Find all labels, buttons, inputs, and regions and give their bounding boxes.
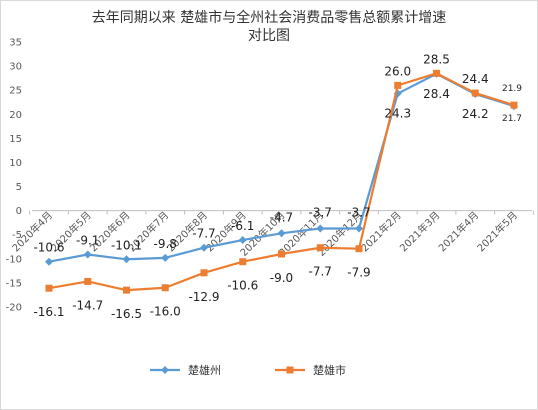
y-tick-label: -15 bbox=[6, 278, 22, 289]
data-label: 28.5 bbox=[423, 52, 450, 66]
legend-marker bbox=[161, 366, 169, 374]
data-point bbox=[316, 244, 324, 252]
x-tick-label: 2021年4月 bbox=[436, 209, 482, 255]
data-label: -9.1 bbox=[76, 233, 99, 247]
data-point bbox=[239, 258, 247, 266]
data-point bbox=[200, 243, 208, 252]
data-point bbox=[123, 286, 130, 294]
data-label: -10.6 bbox=[33, 241, 64, 255]
data-label: -16.0 bbox=[150, 305, 181, 319]
y-tick-label: 15 bbox=[9, 134, 22, 145]
data-label: 24.2 bbox=[462, 107, 489, 121]
data-label: -6.1 bbox=[231, 219, 254, 233]
data-point bbox=[355, 224, 363, 233]
data-point bbox=[45, 257, 53, 266]
y-tick-label: -10 bbox=[6, 254, 22, 265]
y-tick-label: 10 bbox=[9, 158, 22, 169]
data-label: -3.7 bbox=[347, 205, 370, 219]
data-point bbox=[394, 81, 402, 89]
data-point bbox=[84, 277, 92, 285]
data-label: -10.1 bbox=[111, 238, 142, 252]
data-label: -7.7 bbox=[192, 227, 215, 241]
y-tick-label: 25 bbox=[9, 86, 22, 97]
data-point bbox=[238, 236, 247, 245]
data-label: -14.7 bbox=[72, 298, 103, 312]
y-tick-label: -5 bbox=[12, 230, 22, 241]
legend-label: 楚雄州 bbox=[188, 363, 221, 377]
data-label: -9.8 bbox=[154, 237, 177, 251]
data-point bbox=[433, 69, 440, 77]
data-label: 24.3 bbox=[384, 107, 411, 121]
data-point bbox=[161, 253, 170, 262]
y-tick-label: 30 bbox=[9, 62, 22, 73]
data-label: -12.9 bbox=[188, 290, 219, 304]
legend-marker bbox=[286, 366, 294, 374]
y-tick-label: -20 bbox=[6, 303, 22, 314]
data-point bbox=[161, 284, 169, 292]
x-tick-label: 2021年3月 bbox=[397, 209, 443, 255]
data-point bbox=[471, 89, 479, 97]
data-label: -16.5 bbox=[111, 307, 142, 321]
data-label: -9.0 bbox=[270, 271, 293, 285]
data-label: 21.9 bbox=[502, 84, 522, 94]
data-point bbox=[83, 250, 92, 259]
chart-subtitle: 对比图 bbox=[248, 28, 290, 44]
data-point bbox=[355, 245, 363, 253]
y-tick-label: 0 bbox=[16, 206, 22, 217]
data-label: -10.6 bbox=[227, 279, 258, 293]
data-point bbox=[200, 269, 208, 277]
data-label: -3.7 bbox=[309, 205, 332, 219]
data-label: 28.4 bbox=[423, 87, 450, 101]
data-label: -16.1 bbox=[33, 305, 64, 319]
data-point bbox=[122, 255, 131, 264]
data-point bbox=[510, 101, 518, 109]
data-point bbox=[316, 224, 325, 233]
data-point bbox=[45, 284, 53, 292]
data-label: -4.7 bbox=[270, 210, 293, 224]
y-tick-label: 20 bbox=[9, 110, 22, 121]
data-point bbox=[277, 229, 286, 238]
data-label: -7.9 bbox=[347, 266, 370, 280]
data-label: -7.7 bbox=[309, 265, 332, 279]
data-label: 21.7 bbox=[502, 114, 522, 124]
y-tick-label: 35 bbox=[9, 38, 22, 49]
data-label: 26.0 bbox=[384, 64, 411, 78]
data-label: 24.4 bbox=[462, 72, 489, 86]
x-tick-label: 2021年5月 bbox=[474, 209, 520, 255]
y-tick-label: 5 bbox=[16, 182, 22, 193]
chart-title: 去年同期以来 楚雄市与全州社会消费品零售总额累计增速 bbox=[91, 10, 447, 26]
legend-label: 楚雄市 bbox=[313, 363, 346, 377]
data-point bbox=[278, 250, 285, 258]
